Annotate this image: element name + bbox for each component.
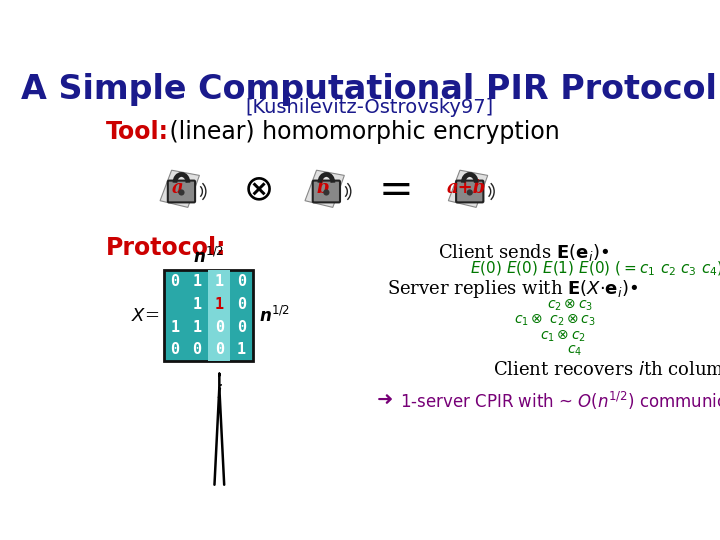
Text: $c_1 \otimes\ c_2 \otimes c_3$: $c_1 \otimes\ c_2 \otimes c_3$ [514,313,596,328]
Text: $X$=: $X$= [131,307,159,325]
FancyBboxPatch shape [312,180,340,202]
Polygon shape [160,170,199,207]
Text: 1: 1 [215,297,224,312]
Text: 1: 1 [215,274,224,289]
Text: 1: 1 [192,320,202,335]
Text: Client recovers $i$th column of $X$•: Client recovers $i$th column of $X$• [493,361,720,379]
Text: 0: 0 [237,297,246,312]
Text: Server replies with $\mathbf{E}(X{\cdot}\mathbf{e}_i)$•: Server replies with $\mathbf{E}(X{\cdot}… [387,278,638,300]
FancyBboxPatch shape [168,180,195,202]
Text: [Kushilevitz-Ostrovsky97]: [Kushilevitz-Ostrovsky97] [245,98,493,117]
Text: 0: 0 [170,342,179,357]
Text: ⊗: ⊗ [244,173,274,206]
Text: 0: 0 [237,320,246,335]
Text: 1-server CPIR with ~ $O(n^{1/2})$ communication: 1-server CPIR with ~ $O(n^{1/2})$ commun… [400,390,720,412]
Text: Client sends $\mathbf{E}(\mathbf{e}_i)$•: Client sends $\mathbf{E}(\mathbf{e}_i)$• [438,242,610,263]
Polygon shape [449,170,487,207]
Text: $\boldsymbol{n}^{1/2}$: $\boldsymbol{n}^{1/2}$ [193,246,224,267]
Circle shape [467,190,473,195]
Circle shape [179,190,184,195]
Text: Protocol:: Protocol: [106,236,226,260]
Text: $c_4$: $c_4$ [567,343,582,358]
Text: $c_2 \otimes c_3$: $c_2 \otimes c_3$ [547,298,593,313]
Text: 0: 0 [237,274,246,289]
Text: $c_1 \otimes c_2$: $c_1 \otimes c_2$ [540,328,586,343]
Text: (linear) homomorphic encryption: (linear) homomorphic encryption [162,120,560,144]
Text: $\boldsymbol{n}^{1/2}$: $\boldsymbol{n}^{1/2}$ [259,306,290,326]
FancyBboxPatch shape [208,271,230,361]
Text: $E(0)\ E(0)\ E(1)\ E(0)\ ($$=$$c_1\ c_2\ c_3\ c_4)$: $E(0)\ E(0)\ E(1)\ E(0)\ ($$=$$c_1\ c_2\… [469,260,720,278]
Text: ➜: ➜ [377,390,393,409]
Text: =: = [379,168,413,211]
Text: 0: 0 [192,342,202,357]
FancyBboxPatch shape [456,180,483,202]
Text: 0: 0 [215,342,224,357]
Text: 1: 1 [170,320,179,335]
Text: 0: 0 [170,274,179,289]
Text: 1: 1 [192,297,202,312]
Circle shape [323,190,330,195]
Text: a: a [172,179,184,197]
Text: 1: 1 [192,274,202,289]
Text: b: b [317,179,329,197]
Text: a+b: a+b [446,179,486,197]
Text: 0: 0 [215,320,224,335]
Text: 1: 1 [237,342,246,357]
Text: A Simple Computational PIR Protocol: A Simple Computational PIR Protocol [21,72,717,105]
Text: $i$: $i$ [216,384,222,402]
FancyBboxPatch shape [163,271,253,361]
Text: Tool:: Tool: [106,120,168,144]
Polygon shape [305,170,344,207]
